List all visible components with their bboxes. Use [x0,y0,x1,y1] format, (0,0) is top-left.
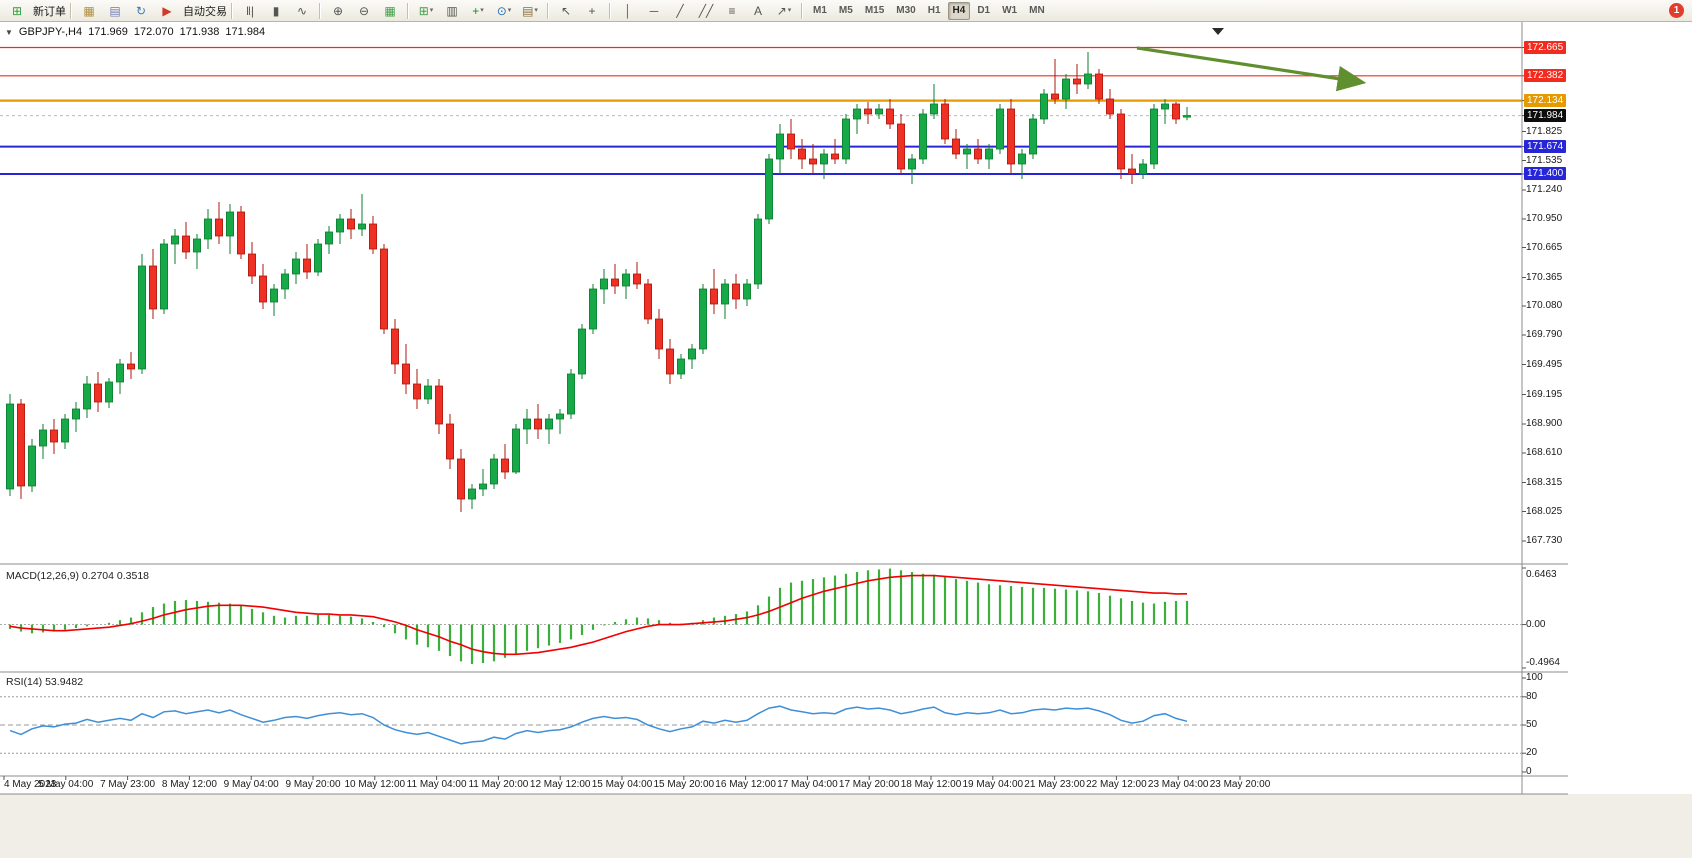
channel-icon: ╱╱ [698,3,714,18]
text-icon: A [753,3,762,18]
toolbar-separator [407,2,409,19]
fibonacci-icon: ≡ [728,3,736,18]
crosshair-button[interactable]: + [580,1,604,21]
profiles-icon[interactable]: ▤ [103,1,127,21]
chart-shift-button[interactable]: ▥ [440,1,464,21]
macd-panel [0,567,1526,669]
chevron-down-icon: ▾ [787,7,792,14]
timeframe-button-w1[interactable]: W1 [1002,5,1018,16]
toolbar-separator [801,2,803,19]
timeframe-button-mn[interactable]: MN [1029,5,1045,16]
timeframe-button-m15[interactable]: M15 [864,5,885,16]
candlestick-type-button[interactable]: ▮ [264,1,288,21]
chart-windows-icon-icon: ▦ [83,3,95,18]
rsi-panel [0,677,1526,773]
line-chart-type-icon: ∿ [296,3,308,18]
new-chart-icon: ⊞ [418,3,429,18]
templates-button[interactable]: ▤ ▾ [518,1,542,21]
toolbar-separator [609,2,611,19]
new-order-button[interactable]: ⊞ [5,1,29,21]
chevron-down-icon: ▾ [507,7,512,14]
zoom-out-button[interactable]: ⊖ [352,1,376,21]
new-order-icon: ⊞ [11,3,23,18]
timeframe-button-h4[interactable]: H4 [947,1,971,20]
text-button[interactable]: A [746,1,770,21]
toolbar-separator [319,2,321,19]
timeframe-button-m1[interactable]: M1 [813,5,827,16]
rsi-line [9,705,1188,745]
timeframe-button-m5[interactable]: M5 [838,5,853,16]
zoom-in-icon: ⊕ [332,3,344,18]
time-axis [3,776,1241,780]
cursor-icon: ↖ [560,3,572,18]
channel-button[interactable]: ╱╱ [694,1,718,21]
trendline-button[interactable]: ╱ [668,1,692,21]
bottom-strip [0,794,1692,858]
indicators-icon: + [472,3,480,18]
trendline-icon: ╱ [676,3,684,18]
auto-trading-icon: ▶ [162,3,172,18]
horizontal-line-button[interactable]: ─ [642,1,666,21]
tile-windows-icon: ▦ [384,3,396,18]
candlestick-series [6,52,1192,512]
chevron-down-icon: ▾ [480,7,484,14]
timeframe-button-h1[interactable]: H1 [927,5,941,16]
refresh-icon-icon: ↻ [135,3,147,18]
fibonacci-button[interactable]: ≡ [720,1,744,21]
new-order-button-label[interactable]: 新订单 [33,5,66,18]
notification-badge[interactable]: 1 [1669,3,1684,18]
auto-trading-button[interactable]: ▶ [155,1,179,21]
templates-icon: ▤ [522,3,534,18]
bar-chart-type-icon: ‖| [245,3,255,18]
profiles-icon-icon: ▤ [109,3,121,18]
chart-shift-icon: ▥ [446,3,458,18]
periods-icon: ⊙ [496,3,507,18]
timeframe-button-m30[interactable]: M30 [896,5,916,16]
toolbar-separator [547,2,549,19]
horizontal-level-lines[interactable] [0,46,1522,175]
new-chart-button[interactable]: ⊞ ▾ [414,1,438,21]
trend-arrow[interactable] [1136,46,1367,92]
zoom-out-icon: ⊖ [358,3,370,18]
refresh-icon[interactable]: ↻ [129,1,153,21]
auto-trading-button-label[interactable]: 自动交易 [183,5,227,18]
toolbar: ⊞ 新订单 ▦ ▤ ↻ ▶ 自动交易 ‖| ▮ ∿ ⊕ ⊖ ▦ ⊞ ▾ ▥ + ▾ ⊙ ▾ ▤ ▾ ↖ + │ ─ ╱ ╱╱ ≡ A ↗ ▾ M… [0,0,1692,22]
timeframe-button-d1[interactable]: D1 [977,5,991,16]
chevron-down-icon: ▾ [429,7,434,14]
chevron-down-icon: ▾ [534,7,538,14]
indicators-button[interactable]: + ▾ [466,1,490,21]
vertical-line-icon: │ [624,3,632,18]
toolbar-separator [70,2,72,19]
arrows-button[interactable]: ↗ ▾ [772,1,796,21]
candlestick-type-icon: ▮ [272,3,280,18]
macd-signal-line [9,574,1188,656]
crosshair-icon: + [588,3,596,18]
chart-shift-marker[interactable] [1212,28,1224,35]
bar-chart-type-button[interactable]: ‖| [238,1,262,21]
periods-button[interactable]: ⊙ ▾ [492,1,516,21]
vertical-line-button[interactable]: │ [616,1,640,21]
tile-windows-button[interactable]: ▦ [378,1,402,21]
horizontal-line-icon: ─ [649,3,659,18]
line-chart-type-button[interactable]: ∿ [290,1,314,21]
toolbar-separator [231,2,233,19]
chart-windows-icon[interactable]: ▦ [77,1,101,21]
zoom-in-button[interactable]: ⊕ [326,1,350,21]
cursor-button[interactable]: ↖ [554,1,578,21]
arrows-icon: ↗ [776,3,787,18]
